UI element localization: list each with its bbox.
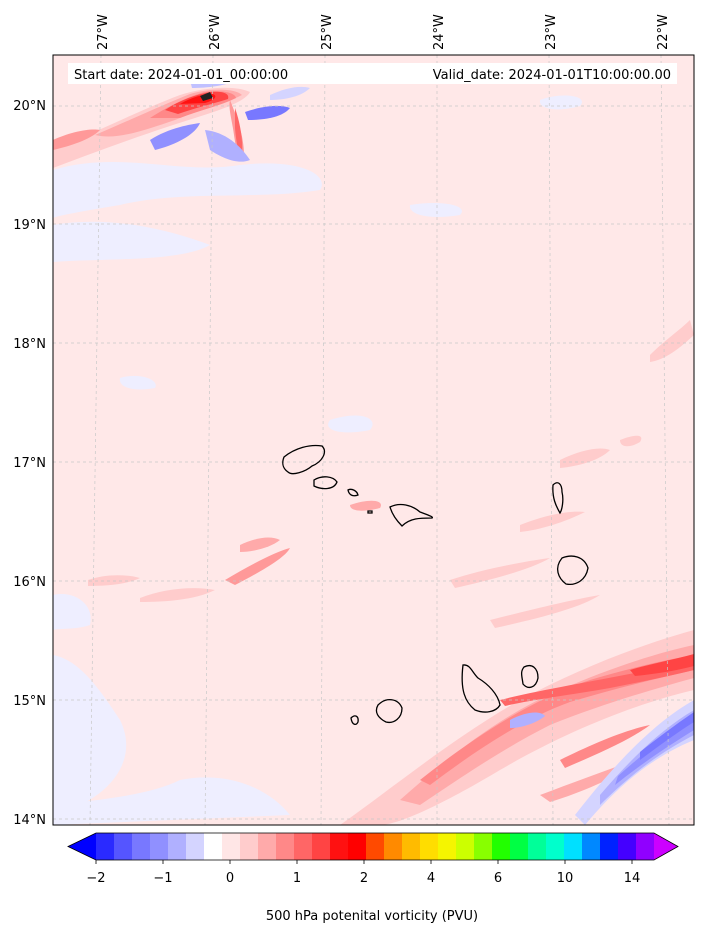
lon-label: 26°W	[208, 14, 223, 50]
negative-pv-streak-southeast	[510, 700, 694, 825]
coastlines	[282, 444, 589, 725]
graticule	[53, 55, 694, 825]
colorbar-tick-label: −2	[86, 871, 105, 886]
island-santo-antao	[282, 444, 326, 475]
colorbar-segment	[528, 833, 547, 860]
colorbar-tick-label: 6	[494, 871, 502, 886]
colorbar-segment	[348, 833, 367, 860]
negative-pv-patches	[53, 95, 582, 825]
colorbar-segment	[384, 833, 403, 860]
colorbar-tick-label: 14	[624, 871, 641, 886]
colorbar-segment	[402, 833, 421, 860]
island-santiago	[461, 664, 501, 713]
lat-label: 14°N	[13, 813, 46, 828]
colorbar-tick-label: −1	[153, 871, 172, 886]
colorbar-tick-label: 10	[557, 871, 574, 886]
colorbar-extend-max	[654, 833, 678, 860]
map-frame	[52, 54, 695, 826]
pv-streaks-central	[88, 320, 694, 602]
colorbar-segment	[240, 833, 259, 860]
lat-label: 17°N	[13, 456, 46, 471]
colorbar-segment	[330, 833, 349, 860]
colorbar-segment	[564, 833, 583, 860]
colorbar-segment	[636, 833, 655, 860]
lon-label: 24°W	[432, 14, 447, 50]
colorbar-segment	[582, 833, 601, 860]
colorbar-segment	[96, 833, 115, 860]
colorbar-segment	[366, 833, 385, 860]
lat-label: 19°N	[13, 218, 46, 233]
colorbar-segment	[618, 833, 637, 860]
lon-label: 25°W	[320, 14, 335, 50]
colorbar-title: 500 hPa potenital vorticity (PVU)	[266, 909, 478, 924]
colorbar-ticks: −2 −1 0 1 2 4 6 10 14	[86, 871, 640, 886]
lat-label: 18°N	[13, 337, 46, 352]
colorbar-segment	[474, 833, 493, 860]
lat-label: 15°N	[13, 694, 46, 709]
colorbar-segment	[276, 833, 295, 860]
colorbar-segment	[258, 833, 277, 860]
lon-label: 27°W	[96, 14, 111, 50]
island-santa-luzia	[347, 488, 359, 497]
colorbar-segment	[186, 833, 205, 860]
island-maio	[520, 664, 539, 689]
lat-label: 16°N	[13, 575, 46, 590]
colorbar-segment	[222, 833, 241, 860]
header-box	[68, 63, 677, 84]
island-brava	[350, 715, 359, 725]
lat-label: 20°N	[13, 99, 46, 114]
colorbar-segment	[546, 833, 565, 860]
colorbar-segment	[204, 833, 223, 860]
valid-date-label: Valid_date: 2024-01-01T10:00:00.00	[433, 68, 671, 83]
colorbar	[67, 832, 679, 864]
start-date-label: Start date: 2024-01-01_00:00:00	[74, 68, 288, 83]
colorbar-segment	[168, 833, 187, 860]
island-boa-vista	[556, 555, 589, 586]
island-sao-nicolau	[389, 503, 434, 527]
colorbar-tick-label: 2	[360, 871, 368, 886]
island-sal	[552, 482, 564, 515]
lon-label: 22°W	[656, 14, 671, 50]
colorbar-segment	[294, 833, 313, 860]
colorbar-tick-label: 4	[427, 871, 435, 886]
colorbar-segment	[492, 833, 511, 860]
colorbar-segment	[438, 833, 457, 860]
colorbar-extend-min	[68, 833, 96, 860]
colorbar-segment	[600, 833, 619, 860]
island-sao-vicente	[313, 476, 338, 490]
colorbar-tick-label: 0	[226, 871, 234, 886]
pv-band-southeast	[340, 595, 694, 825]
lon-labels: 27°W 26°W 25°W 24°W 23°W 22°W	[96, 14, 671, 50]
colorbar-segment	[150, 833, 169, 860]
colorbar-segment	[510, 833, 529, 860]
island-fogo	[375, 699, 403, 724]
colorbar-tick-label: 1	[293, 871, 301, 886]
colorbar-segment	[132, 833, 151, 860]
colorbar-segment	[456, 833, 475, 860]
lon-label: 23°W	[544, 14, 559, 50]
lat-labels: 20°N 19°N 18°N 17°N 16°N 15°N 14°N	[13, 99, 46, 828]
colorbar-segment	[114, 833, 133, 860]
island-branco	[367, 510, 373, 514]
colorbar-segment	[420, 833, 439, 860]
map-plot-area	[53, 55, 694, 825]
colorbar-segment	[312, 833, 331, 860]
